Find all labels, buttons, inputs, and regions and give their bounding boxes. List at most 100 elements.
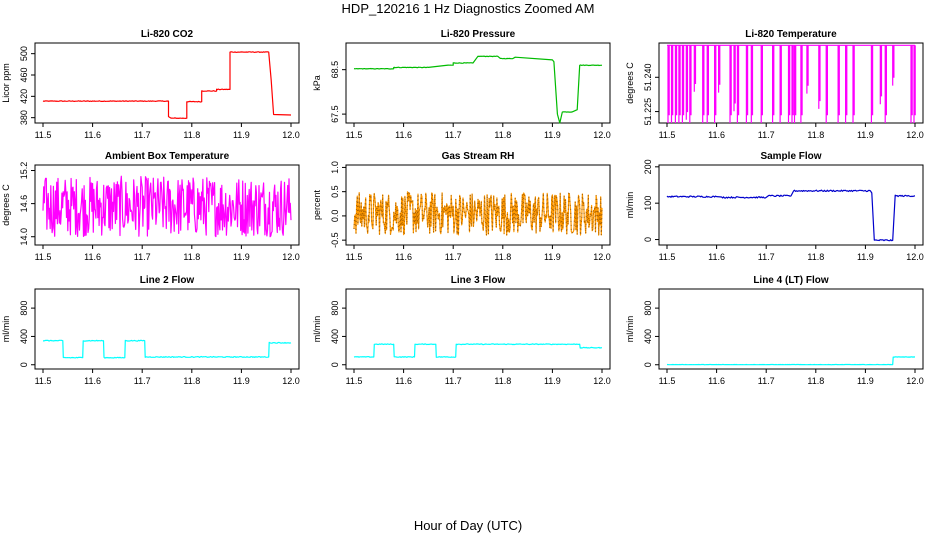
y-tick-label: 0 xyxy=(643,362,653,367)
x-tick-label: 11.5 xyxy=(35,130,52,140)
x-tick-label: 11.9 xyxy=(233,252,250,262)
y-tick-label: 15.2 xyxy=(19,162,29,180)
figure-xlabel: Hour of Day (UTC) xyxy=(413,518,523,533)
panel-1: Li-820 CO2 Licor ppm 11.5 11.6 11.7 11.8 11.9 1… xyxy=(1,29,300,140)
plot-frame xyxy=(658,164,924,246)
y-tick-label: 1.0 xyxy=(330,161,340,174)
x-tick-label: 11.7 xyxy=(445,252,462,262)
x-tick-label: 11.7 xyxy=(758,252,775,262)
x-tick-label: 12.0 xyxy=(282,252,300,262)
y-tick-label: 500 xyxy=(19,46,29,61)
panel-9: Line 4 (LT) Flow ml/min 11.5 11.6 11.7 11.8 11… xyxy=(625,275,924,386)
y-tick-label: 0 xyxy=(19,362,29,367)
y-tick-label: 800 xyxy=(330,301,340,316)
y-axis-label: Licor ppm xyxy=(1,63,11,103)
x-tick-label: 11.8 xyxy=(807,252,824,262)
x-tick-label: 11.8 xyxy=(183,376,200,386)
panel-7: Line 2 Flow ml/min 11.5 11.6 11.7 11.8 11.9 12.… xyxy=(1,275,300,386)
data-series-line xyxy=(353,343,603,358)
x-tick-label: 11.6 xyxy=(84,252,101,262)
plot-frame xyxy=(34,288,300,370)
panel-2: Li-820 Pressure kPa 11.5 11.6 11.7 11.8 11.9 12… xyxy=(312,29,611,140)
plot-frame xyxy=(34,164,300,246)
data-series-line xyxy=(42,175,292,238)
plot-frame xyxy=(345,288,611,370)
data-series-line xyxy=(353,191,603,236)
panel-title: Sample Flow xyxy=(760,151,821,162)
y-tick-label: 14.0 xyxy=(19,228,29,246)
x-tick-label: 11.7 xyxy=(758,376,775,386)
x-tick-label: 11.8 xyxy=(183,252,200,262)
y-axis-label: degrees C xyxy=(1,184,11,226)
x-tick-label: 11.9 xyxy=(233,130,250,140)
data-series-line xyxy=(666,189,916,242)
y-tick-label: 400 xyxy=(19,329,29,344)
y-tick-label: 51.240 xyxy=(643,64,653,92)
panel-title: Line 2 Flow xyxy=(140,275,195,286)
panel-title: Li-820 Temperature xyxy=(745,29,837,40)
y-axis-label: percent xyxy=(312,189,322,220)
y-tick-label: 420 xyxy=(19,89,29,104)
x-tick-label: 12.0 xyxy=(593,130,611,140)
plot-frame xyxy=(658,42,924,124)
y-axis-label: kPa xyxy=(312,75,322,91)
y-tick-label: 0.5 xyxy=(330,185,340,198)
x-tick-label: 11.9 xyxy=(857,252,874,262)
y-tick-label: 400 xyxy=(643,329,653,344)
y-axis-label: ml/min xyxy=(625,192,635,219)
y-tick-label: 460 xyxy=(19,67,29,82)
x-tick-label: 11.8 xyxy=(807,376,824,386)
y-tick-label: 800 xyxy=(19,301,29,316)
x-tick-label: 11.8 xyxy=(494,376,511,386)
y-axis-label: ml/min xyxy=(312,316,322,343)
y-tick-label: 800 xyxy=(643,301,653,316)
x-tick-label: 11.7 xyxy=(134,252,151,262)
panel-title: Ambient Box Temperature xyxy=(105,151,230,162)
x-tick-label: 11.9 xyxy=(544,130,561,140)
panel-title: Line 3 Flow xyxy=(451,275,506,286)
x-tick-label: 11.5 xyxy=(659,130,676,140)
x-tick-label: 12.0 xyxy=(906,130,924,140)
panel-4: Ambient Box Temperature degrees C 11.5 11.6… xyxy=(1,151,300,262)
x-tick-label: 11.7 xyxy=(134,130,151,140)
y-tick-label: 400 xyxy=(330,329,340,344)
x-tick-label: 11.7 xyxy=(758,130,775,140)
y-axis-label: ml/min xyxy=(625,316,635,343)
plot-frame xyxy=(658,288,924,370)
x-tick-label: 11.6 xyxy=(708,130,725,140)
plot-frame xyxy=(345,164,611,246)
x-tick-label: 11.5 xyxy=(659,252,676,262)
plot-frame xyxy=(34,42,300,124)
y-tick-label: 0.0 xyxy=(330,210,340,223)
panel-title: Line 4 (LT) Flow xyxy=(753,275,829,286)
data-series-line xyxy=(42,51,292,119)
x-tick-label: 12.0 xyxy=(906,376,924,386)
x-tick-label: 12.0 xyxy=(282,130,300,140)
y-axis-label: ml/min xyxy=(1,316,11,343)
panel-title: Li-820 Pressure xyxy=(441,29,516,40)
panel-3: Li-820 Temperature degrees C 11.5 11.6 11.7 1… xyxy=(625,29,924,140)
x-tick-label: 11.6 xyxy=(395,376,412,386)
x-tick-label: 11.5 xyxy=(35,376,52,386)
data-series-line xyxy=(353,55,603,124)
y-tick-label: 100 xyxy=(643,196,653,211)
x-tick-label: 12.0 xyxy=(906,252,924,262)
y-tick-label: 67.5 xyxy=(330,105,340,123)
x-tick-label: 11.7 xyxy=(134,376,151,386)
x-tick-label: 11.8 xyxy=(183,130,200,140)
x-tick-label: 11.5 xyxy=(346,130,363,140)
x-tick-label: 11.9 xyxy=(544,376,561,386)
x-tick-label: 11.6 xyxy=(84,376,101,386)
panel-8: Line 3 Flow ml/min 11.5 11.6 11.7 11.8 11.9 12.… xyxy=(312,275,611,386)
y-tick-label: 0 xyxy=(330,362,340,367)
panel-title: Li-820 CO2 xyxy=(141,29,194,40)
x-tick-label: 11.6 xyxy=(395,252,412,262)
figure-title: HDP_120216 1 Hz Diagnostics Zoomed AM xyxy=(341,1,595,16)
x-tick-label: 12.0 xyxy=(593,376,611,386)
x-tick-label: 11.5 xyxy=(35,252,52,262)
y-tick-label: -0.5 xyxy=(330,232,340,248)
x-tick-label: 11.9 xyxy=(857,130,874,140)
plot-frame xyxy=(345,42,611,124)
x-tick-label: 11.7 xyxy=(445,130,462,140)
y-tick-label: 68.5 xyxy=(330,61,340,79)
